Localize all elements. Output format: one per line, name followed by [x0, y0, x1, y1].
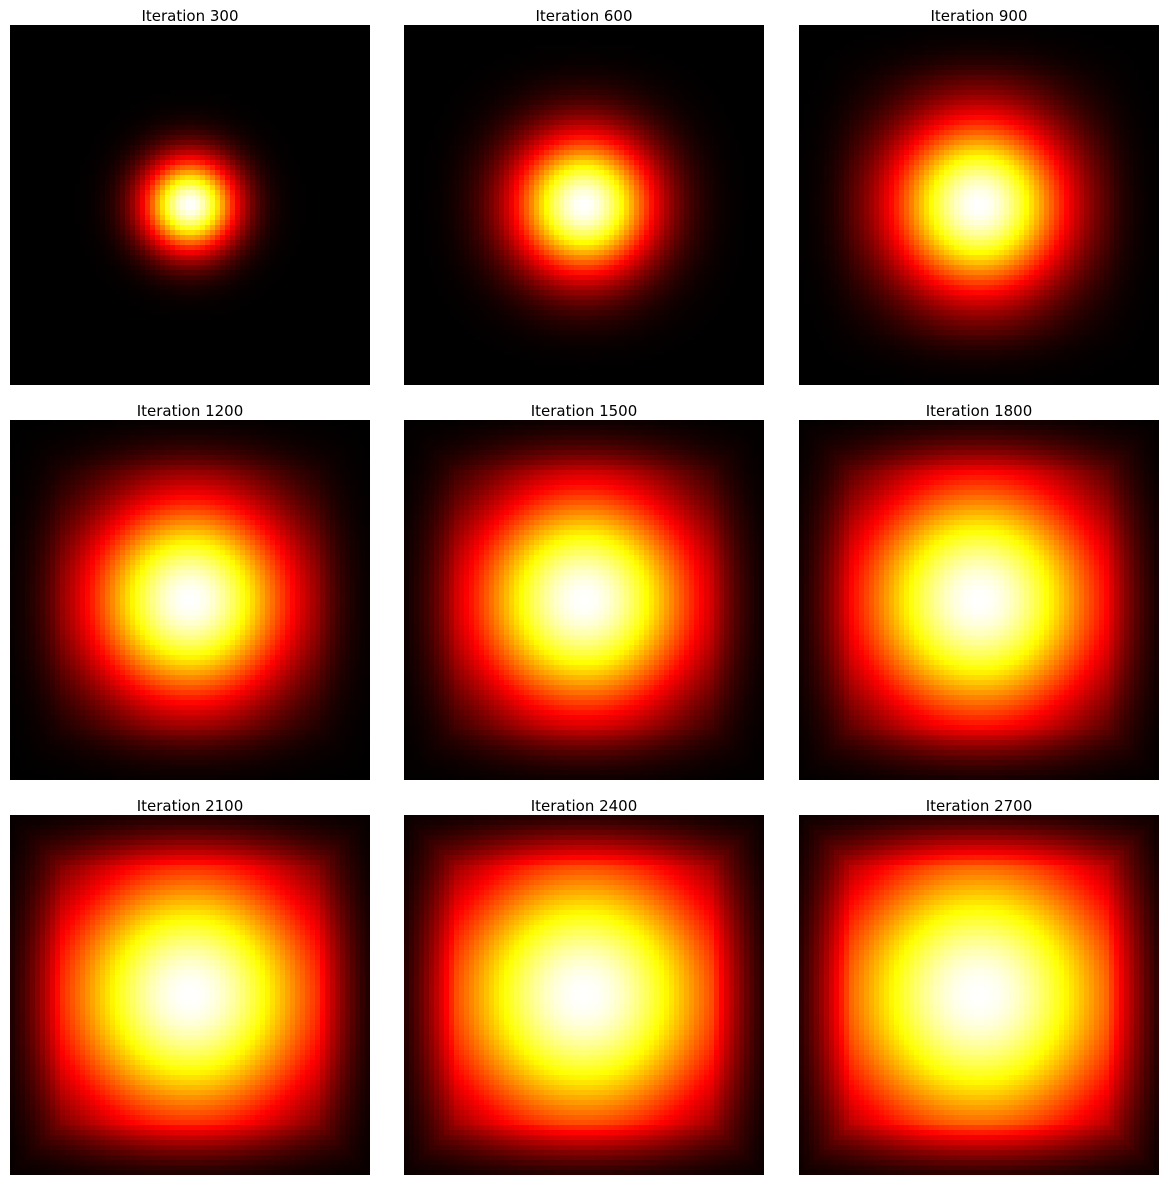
heatmap-panel-iteration-900: Iteration 900: [799, 0, 1159, 385]
heatmap-panel-iteration-2400: Iteration 2400: [404, 790, 764, 1175]
heatmap-panel-iteration-1200: Iteration 1200: [10, 395, 370, 780]
panel-title: Iteration 2700: [925, 797, 1033, 815]
panel-title: Iteration 900: [930, 7, 1028, 25]
heatmap-image: [404, 25, 764, 385]
heatmap-panel-iteration-2100: Iteration 2100: [10, 790, 370, 1175]
heatmap-panel-iteration-2700: Iteration 2700: [799, 790, 1159, 1175]
heatmap-panel-iteration-300: Iteration 300: [10, 0, 370, 385]
panel-title: Iteration 300: [141, 7, 239, 25]
panel-title: Iteration 1800: [925, 402, 1033, 420]
panel-title: Iteration 1500: [530, 402, 638, 420]
heatmap-image: [10, 815, 370, 1175]
panel-title: Iteration 1200: [136, 402, 244, 420]
panel-title: Iteration 600: [535, 7, 633, 25]
heatmap-image: [799, 25, 1159, 385]
heatmap-image: [799, 420, 1159, 780]
heatmap-image: [10, 25, 370, 385]
heatmap-panel-iteration-1500: Iteration 1500: [404, 395, 764, 780]
heatmap-image: [10, 420, 370, 780]
panel-title: Iteration 2400: [530, 797, 638, 815]
heatmap-panel-iteration-600: Iteration 600: [404, 0, 764, 385]
heatmap-image: [799, 815, 1159, 1175]
panel-title: Iteration 2100: [136, 797, 244, 815]
heatmap-image: [404, 815, 764, 1175]
heatmap-image: [404, 420, 764, 780]
heatmap-panel-iteration-1800: Iteration 1800: [799, 395, 1159, 780]
